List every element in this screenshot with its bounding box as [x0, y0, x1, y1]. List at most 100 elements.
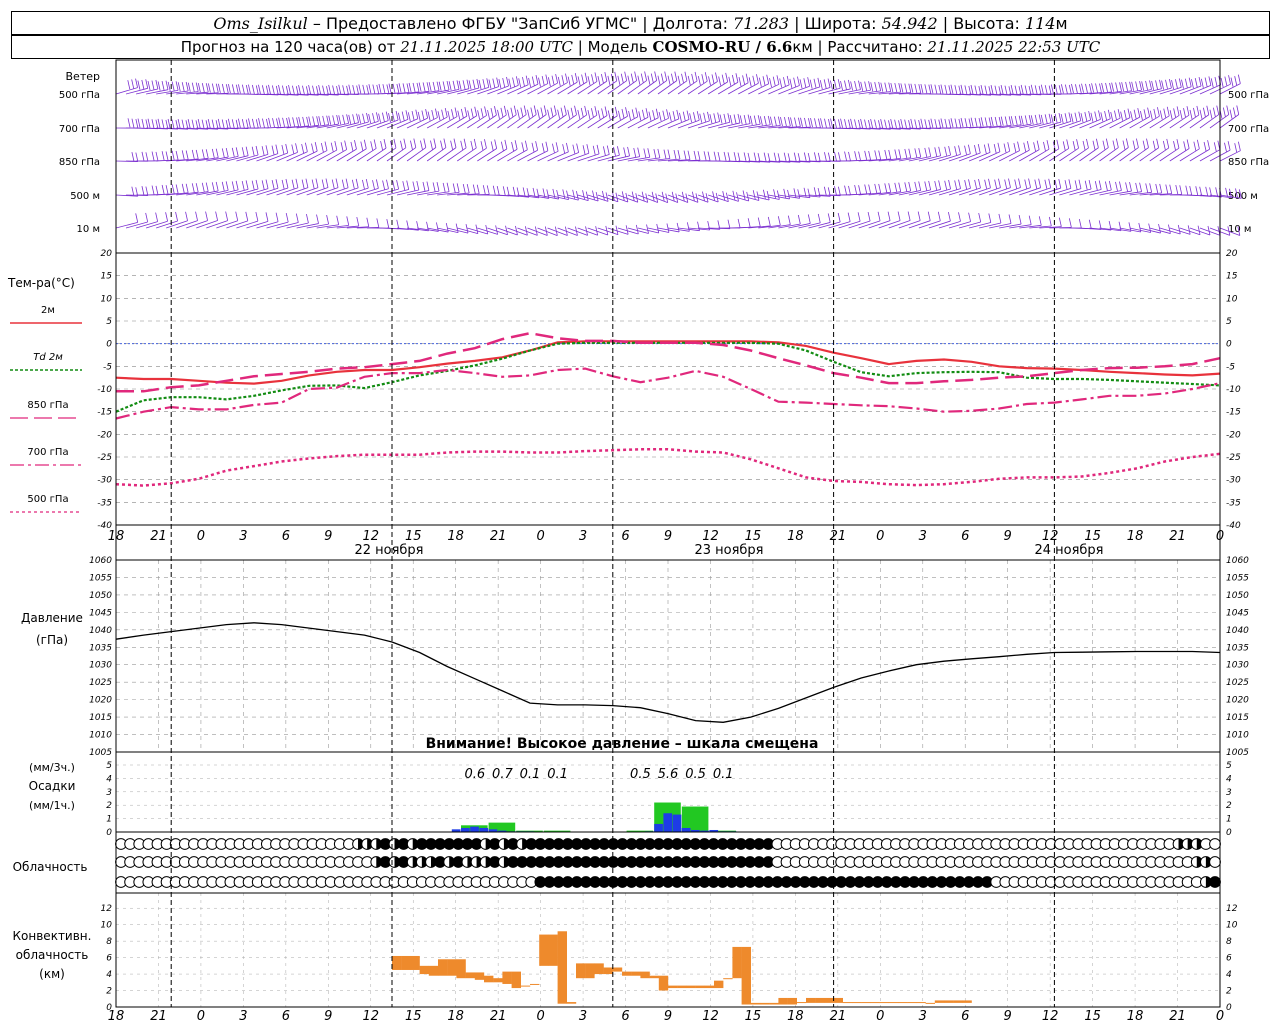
wind-barb-flag [1202, 107, 1206, 117]
wind-barb-flag [550, 107, 554, 117]
wind-barb [416, 117, 438, 129]
wind-barb [688, 227, 710, 231]
wind-barb [1039, 121, 1062, 129]
wind-barb-flag [1086, 138, 1089, 149]
wind-barb [366, 147, 387, 162]
wind-barb [818, 87, 841, 95]
wind-barb-flag [135, 213, 139, 223]
wind-barb [627, 194, 648, 203]
forecast-prefix: Прогноз на 120 часа(ов) от [180, 38, 401, 56]
wind-barb-flag [1098, 180, 1102, 190]
wind-barb [256, 187, 279, 196]
conv-bar [392, 955, 402, 970]
wind-barb [1099, 227, 1122, 232]
wind-barb-flag [1220, 77, 1224, 88]
wind-barb-flag [405, 110, 409, 120]
wind-barb-flag [1149, 110, 1153, 120]
wind-barb-flag [797, 117, 801, 127]
wind-barb-flag [860, 118, 863, 129]
wind-barb-flag [994, 85, 998, 95]
wind-barb-flag [275, 179, 279, 189]
wind-barb [848, 220, 871, 229]
wind-barb-flag [656, 223, 660, 234]
wind-level-label-left: 850 гПа [59, 157, 100, 168]
wind-barb-flag [131, 186, 135, 196]
wind-barb-flag [605, 192, 609, 202]
wind-barb-flag [742, 75, 745, 85]
wind-barb [477, 86, 499, 95]
wind-barb-flag [376, 84, 380, 94]
hour-tick-label: 3 [239, 529, 247, 544]
wind-barb-flag [797, 76, 800, 86]
wind-barb-flag [245, 146, 249, 156]
wind-barb [979, 222, 1002, 229]
wind-barb-flag [400, 140, 403, 150]
wind-barb [557, 152, 579, 162]
hour-tick-label-bottom: 18 [1127, 1009, 1144, 1024]
wind-barb [878, 191, 901, 196]
wind-barb [908, 156, 931, 162]
conv-bar [861, 1002, 871, 1004]
wind-barb-flag [567, 76, 571, 86]
wind-barb-flag [874, 119, 877, 129]
wind-barb-flag [255, 85, 259, 95]
wind-barb-flag [907, 211, 911, 221]
wind-barb [407, 90, 430, 95]
wind-barb-flag [837, 212, 841, 223]
wind-barb-flag [948, 146, 951, 156]
wind-barb-flag [165, 119, 169, 130]
wind-barb-flag [410, 140, 413, 150]
wind-barb [577, 81, 598, 95]
wind-barb [928, 154, 951, 162]
wind-barb-flag [191, 149, 195, 160]
wind-barb-flag [553, 105, 557, 115]
wind-barb-flag [470, 140, 474, 151]
wind-barb [738, 194, 760, 201]
wind-barb [176, 158, 199, 162]
wind-barb-flag [1198, 76, 1202, 87]
wind-barb-flag [1189, 185, 1193, 196]
wind-barb-flag [551, 75, 555, 85]
wind-barb [306, 150, 328, 162]
wind-barb-flag [312, 116, 316, 126]
wind-barb-flag [1141, 81, 1145, 91]
wind-barb-flag [540, 107, 544, 117]
wind-barb-flag [1068, 218, 1072, 228]
wind-barb-flag [1207, 225, 1211, 236]
wind-barb-flag [291, 179, 295, 189]
wind-barb-flag [854, 80, 857, 91]
hour-tick-label: 12 [1042, 529, 1059, 544]
wind-barb [918, 189, 941, 196]
wind-barb-flag [1089, 83, 1092, 94]
conv-bar [695, 985, 705, 989]
conv-bar [539, 934, 549, 966]
wind-barb-flag [145, 79, 149, 89]
hour-tick-label: 18 [1127, 529, 1144, 544]
wind-barb-flag [786, 75, 790, 86]
conv-bar [714, 980, 724, 989]
wind-barb-flag [687, 75, 691, 86]
wind-barb [206, 156, 229, 162]
wind-barb [989, 124, 1012, 129]
wind-barb-flag [496, 77, 500, 87]
wind-barb-flag [295, 143, 298, 153]
wind-barb [376, 188, 399, 196]
wind-barb-flag [135, 152, 139, 162]
wind-barb-flag [804, 117, 807, 128]
wind-barb-flag [281, 144, 285, 155]
wind-barb-flag [201, 119, 205, 129]
wind-barb-flag [304, 142, 308, 152]
wind-barb [1079, 189, 1102, 196]
precip-bar-1h [654, 823, 663, 832]
wind-barb-flag [646, 224, 649, 234]
wind-barb-flag [1060, 113, 1064, 124]
wind-barb-flag [934, 180, 938, 191]
wind-barb-flag [432, 81, 436, 92]
wind-barb [938, 220, 961, 229]
wind-barb-flag [964, 145, 967, 155]
wind-barb [1009, 187, 1031, 196]
wind-barb [848, 127, 871, 130]
wind-barb [1049, 187, 1071, 196]
temp-tick-right: 15 [1226, 272, 1238, 282]
wind-barb [256, 221, 279, 229]
